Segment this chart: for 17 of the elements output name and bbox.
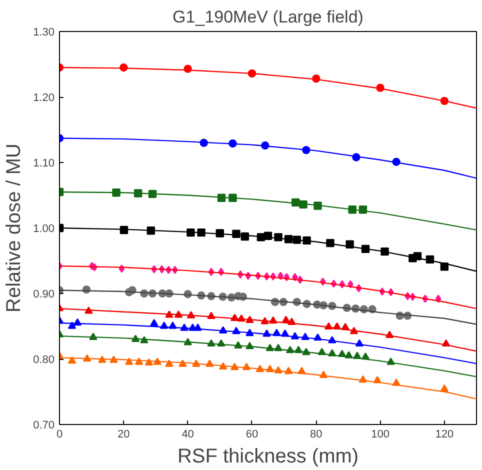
chart-title: G1_190MeV (Large field) (172, 8, 364, 26)
x-axis-title: RSF thickness (mm) (177, 446, 359, 468)
y-axis-title: Relative dose / MU (3, 144, 26, 312)
y-tick-label: 1.30 (33, 26, 55, 38)
x-tick-label: 0 (56, 428, 63, 440)
x-tick-label: 20 (118, 428, 130, 440)
y-tick-label: 0.90 (33, 288, 55, 300)
y-tick-label: 1.00 (33, 223, 55, 235)
x-tick-label: 40 (182, 428, 194, 440)
y-tick-label: 0.70 (33, 420, 55, 432)
y-tick-label: 1.20 (33, 92, 55, 104)
x-tick-label: 100 (371, 428, 390, 440)
y-tick-label: 1.10 (33, 158, 55, 170)
x-tick-label: 120 (435, 428, 454, 440)
x-tick-label: 80 (310, 428, 322, 440)
y-tick-label: 0.80 (33, 354, 55, 366)
x-tick-label: 60 (246, 428, 258, 440)
